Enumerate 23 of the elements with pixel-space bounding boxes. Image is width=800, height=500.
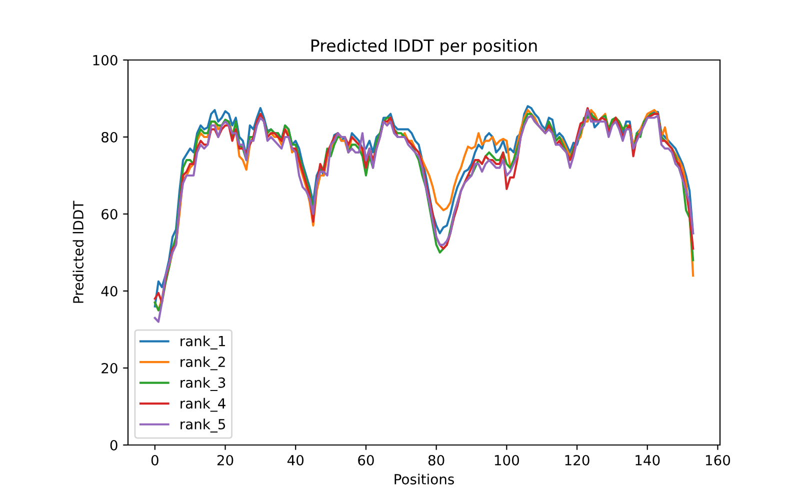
y-axis-title: Predicted lDDT — [72, 200, 84, 303]
legend-label: rank_1 — [180, 336, 225, 350]
x-tick-label: 140 — [636, 454, 660, 466]
legend-label: rank_3 — [180, 377, 226, 391]
x-axis-title: Positions — [394, 474, 454, 484]
y-tick-label: 80 — [102, 132, 118, 142]
y-tick-label: 40 — [101, 286, 118, 296]
x-tick-label: 60 — [358, 454, 374, 466]
y-tick-label: 60 — [102, 208, 118, 220]
x-tick-label: 160 — [706, 454, 730, 466]
legend-label: rank_2 — [180, 356, 225, 370]
x-tick-label: 20 — [217, 454, 234, 466]
x-tick-label: 0 — [151, 454, 158, 466]
x-tick-label: 100 — [494, 454, 519, 466]
y-tick-label: 100 — [93, 54, 118, 66]
chart-title: Predicted lDDT per position — [311, 39, 537, 56]
legend-label: rank_5 — [180, 418, 226, 432]
y-tick-label: 0 — [110, 440, 118, 450]
legend-label: rank_4 — [180, 398, 226, 412]
x-tick-label: 120 — [565, 454, 590, 466]
y-tick-label: 20 — [102, 362, 118, 374]
x-tick-label: 40 — [287, 454, 304, 466]
x-tick-label: 80 — [428, 454, 444, 466]
